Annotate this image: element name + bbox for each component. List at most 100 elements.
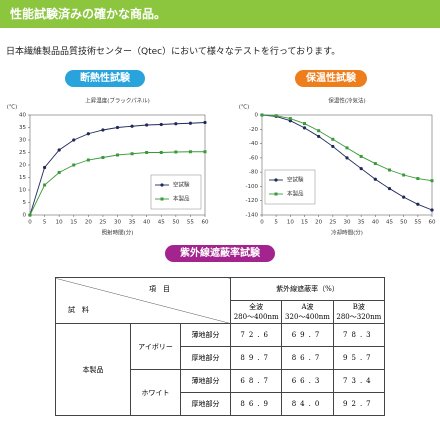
sample-header: 試 料	[68, 306, 89, 314]
cell-value: 66.3	[281, 369, 334, 393]
x-tick-label: 25	[99, 220, 106, 226]
point	[188, 121, 193, 125]
point	[101, 128, 105, 132]
point	[260, 113, 264, 117]
band-header: 全波 280〜400nm	[229, 300, 283, 324]
point	[101, 156, 105, 159]
point	[72, 163, 76, 167]
point	[288, 117, 292, 121]
y-tick-label: -140	[246, 213, 259, 219]
x-tick-label: 20	[315, 220, 322, 226]
point	[57, 171, 61, 174]
y-tick-label: -100	[246, 184, 259, 190]
diagonal-header: 項 目 試 料	[55, 277, 231, 324]
point	[116, 153, 119, 157]
point	[416, 177, 420, 181]
legend-box	[264, 169, 316, 205]
part-name: 厚地部分	[180, 392, 231, 416]
x-tick-label: 50	[400, 220, 407, 226]
badge: 紫外線遮蔽率試験	[165, 245, 275, 262]
point	[331, 137, 335, 141]
part-name: 厚地部分	[180, 346, 231, 370]
uv-table: 項 目 試 料 紫外線遮蔽率（%） 全波 280〜400nm A波 320〜400nm…	[55, 277, 386, 416]
legend-label: 本製品	[287, 190, 304, 198]
y-tick-label: 20	[19, 163, 26, 169]
y-tick-label: 15	[19, 175, 26, 181]
item-header: 項 目	[149, 285, 170, 293]
point	[203, 120, 207, 125]
point	[303, 122, 306, 126]
y-tick-label: 10	[19, 188, 26, 194]
point	[402, 173, 406, 177]
point	[130, 152, 134, 156]
cell-value: 78.3	[332, 323, 386, 347]
chart: 上昇温度(ブラックパネル) (℃) 照射時間(分) 0 5 10 15 20 25 30 35 40 0…	[7, 97, 209, 237]
color-name: アイボリー	[130, 323, 181, 370]
point	[430, 179, 434, 183]
point	[188, 150, 192, 154]
point	[331, 144, 335, 149]
x-tick-label: 35	[358, 220, 365, 226]
x-label: 照射時間(分)	[102, 229, 134, 237]
x-tick-label: 55	[414, 220, 421, 226]
legend-marker	[274, 178, 278, 182]
band-name: 全波	[249, 303, 264, 311]
y-unit: (℃)	[7, 104, 17, 111]
cell-value: 86.7	[281, 346, 334, 370]
cell-value: 69.7	[281, 323, 334, 347]
y-tick-label: -80	[249, 170, 258, 176]
x-tick-label: 0	[260, 220, 264, 226]
point	[388, 168, 391, 172]
band-range: 280〜400nm	[233, 313, 279, 321]
point	[145, 151, 149, 154]
color-name: ホワイト	[130, 369, 181, 416]
y-tick-label: 25	[19, 150, 26, 156]
chart-title: 保温性(冷気法)	[328, 97, 365, 105]
band-header: B波 280〜320nm	[332, 300, 386, 324]
part-name: 薄地部分	[180, 369, 231, 393]
intro-text: 日本繊維製品品質技術センター（Qtec）において様々なテストを行っております。	[6, 47, 341, 57]
point	[402, 195, 406, 199]
point	[159, 122, 163, 127]
point	[416, 202, 420, 206]
y-tick-label: -60	[249, 155, 258, 161]
x-tick-label: 45	[158, 220, 165, 226]
legend-label: 本製品	[173, 195, 190, 203]
y-tick-label: 35	[19, 125, 26, 131]
measure-header: 紫外線遮蔽率（%）	[230, 277, 385, 301]
point	[430, 208, 434, 212]
x-tick-label: 15	[301, 220, 308, 226]
point	[317, 134, 321, 139]
y-tick-label: 30	[19, 138, 26, 144]
x-tick-label: 15	[70, 220, 77, 226]
x-tick-label: 20	[85, 220, 92, 226]
x-tick-label: 0	[28, 220, 32, 226]
band-name: A波	[301, 303, 314, 311]
point	[57, 148, 61, 152]
legend-box	[150, 174, 202, 210]
y-tick-label: 40	[19, 113, 26, 119]
point	[345, 146, 349, 150]
x-tick-label: 45	[386, 220, 393, 226]
band-range: 320〜400nm	[285, 313, 330, 321]
point	[373, 162, 377, 166]
point	[86, 158, 90, 162]
y-tick-label: -120	[246, 198, 259, 204]
point	[43, 183, 47, 187]
point	[359, 154, 363, 158]
part-name: 薄地部分	[180, 323, 231, 347]
point	[130, 124, 134, 128]
y-tick-label: 5	[23, 200, 27, 206]
point	[72, 138, 76, 142]
badge: 保温性試験	[295, 70, 367, 87]
point	[174, 150, 178, 154]
band-name: B波	[352, 303, 365, 311]
x-tick-label: 35	[129, 220, 136, 226]
x-tick-label: 5	[274, 220, 278, 226]
legend-marker	[274, 192, 278, 196]
point	[345, 156, 349, 160]
point	[145, 123, 149, 127]
product: 本製品	[55, 323, 131, 416]
x-tick-label: 25	[329, 220, 336, 226]
